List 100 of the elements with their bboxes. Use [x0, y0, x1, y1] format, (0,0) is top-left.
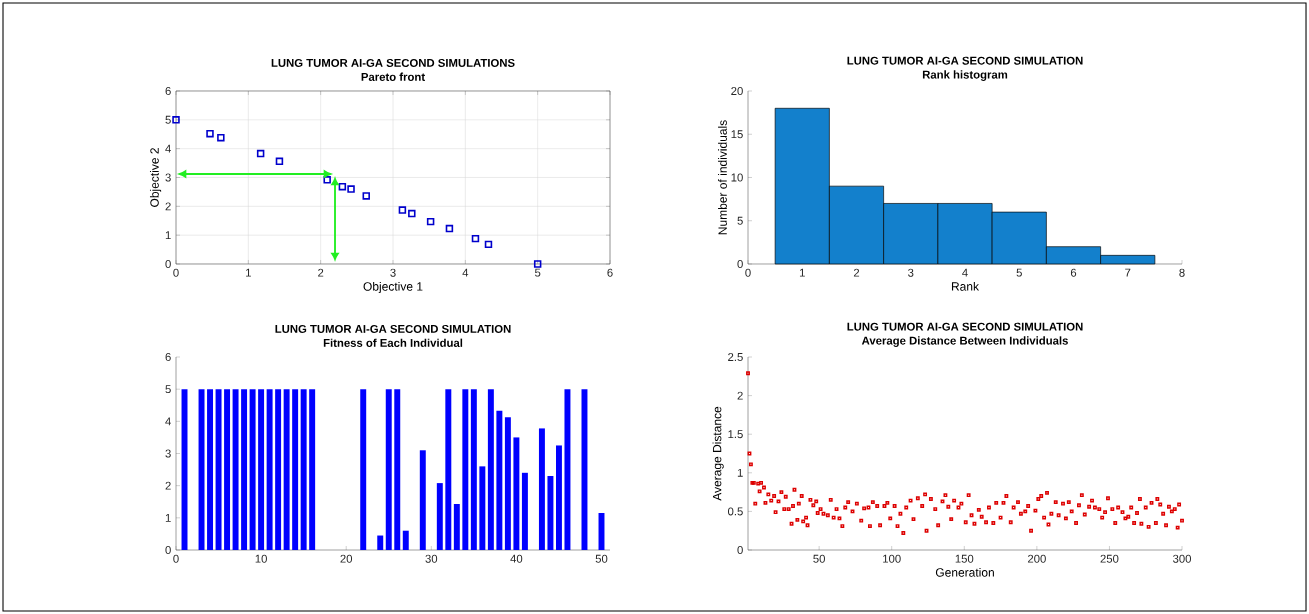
y-tick-label: 4 [165, 144, 171, 153]
y-tick-label: 15 [731, 130, 743, 139]
x-tick-label: 10 [255, 554, 267, 563]
x-tick-label: 8 [1179, 268, 1185, 277]
y-tick-label: 2.5 [728, 353, 743, 361]
bar [555, 445, 562, 550]
point [172, 116, 180, 124]
chart-title: LUNG TUMOR AI-GA SECOND SIMULATIONS [271, 58, 515, 67]
bar [547, 476, 554, 550]
point [323, 176, 331, 184]
y-tick-label: 1 [165, 231, 171, 240]
point [275, 157, 284, 166]
x-tick-label: 0 [745, 268, 751, 277]
x-tick-label: 5 [534, 268, 541, 277]
x-tick-label: 30 [425, 554, 438, 563]
point [533, 260, 542, 268]
bar [266, 389, 273, 550]
bar [309, 389, 316, 550]
y-tick-label: 0 [737, 546, 743, 555]
x-tick-label: 4 [962, 268, 968, 277]
bar [360, 389, 367, 550]
bar [241, 389, 248, 550]
bar [521, 472, 528, 550]
x-tick-label: 0 [173, 268, 179, 277]
bar [419, 450, 426, 550]
x-tick-label: 7 [1125, 268, 1131, 277]
bar [470, 389, 477, 550]
y-tick-label: 4 [165, 417, 171, 426]
point [347, 185, 355, 193]
chart-subtitle: Average Distance Between Individuals [861, 336, 1068, 347]
bar [300, 389, 307, 550]
x-tick-label: 250 [1100, 554, 1119, 563]
point [217, 133, 225, 142]
x-tick-label: 40 [510, 554, 523, 563]
x-tick-label: 100 [883, 554, 901, 563]
y-tick-label: 3 [165, 449, 171, 458]
bar [564, 389, 571, 550]
y-tick-label: 20 [731, 86, 743, 95]
bar [487, 389, 494, 550]
bar [445, 389, 452, 550]
x-tick-label: 300 [1173, 554, 1192, 563]
bar [496, 410, 503, 550]
bar [258, 389, 265, 550]
chart-subtitle: Pareto front [361, 72, 425, 81]
x-tick-label: 0 [173, 554, 179, 563]
y-axis-title: Objective 2 [149, 148, 162, 207]
bar [249, 389, 256, 550]
chart-title: LUNG TUMOR AI-GA SECOND SIMULATION [847, 56, 1083, 65]
x-tick-label: 50 [813, 554, 825, 563]
bar [283, 389, 290, 550]
x-tick-label: 50 [595, 554, 608, 563]
point [426, 217, 435, 226]
point [206, 129, 214, 138]
bar [402, 530, 409, 550]
bar [207, 389, 214, 550]
bar [215, 389, 222, 550]
x-tick-label: 1 [799, 268, 805, 277]
bar [198, 389, 205, 550]
y-tick-label: 6 [165, 86, 171, 95]
chart-title: LUNG TUMOR AI-GA SECOND SIMULATION [847, 322, 1083, 331]
bar [581, 389, 588, 550]
y-tick-label: 2 [165, 481, 171, 490]
bar [292, 389, 299, 550]
bar [504, 417, 511, 550]
chart-title: LUNG TUMOR AI-GA SECOND SIMULATION [275, 324, 511, 333]
point [362, 192, 370, 200]
point [256, 149, 265, 158]
point [408, 209, 416, 218]
point [338, 182, 347, 191]
y-tick-label: 10 [731, 173, 743, 182]
x-tick-label: 150 [955, 554, 974, 563]
y-tick-label: 5 [165, 115, 171, 124]
x-tick-label: 3 [390, 268, 396, 277]
bar [453, 504, 460, 550]
point [471, 234, 480, 243]
bar [538, 428, 545, 550]
y-tick-label: 5 [737, 216, 743, 225]
x-axis-title: Generation [935, 567, 994, 577]
point [398, 206, 407, 214]
y-tick-label: 6 [165, 353, 171, 362]
y-tick-label: 2 [737, 391, 743, 400]
y-tick-label: 2 [165, 202, 171, 211]
x-tick-label: 3 [908, 268, 914, 277]
x-tick-label: 5 [1016, 268, 1022, 277]
x-tick-label: 2 [318, 268, 324, 277]
y-tick-label: 0 [165, 546, 171, 555]
bar [513, 437, 520, 550]
point [484, 240, 493, 249]
y-axis-title: Number of individuals [718, 120, 727, 235]
y-tick-label: 1 [737, 468, 743, 477]
bar [436, 483, 443, 550]
x-axis-title: Rank [951, 281, 980, 291]
x-tick-label: 6 [607, 268, 613, 277]
y-tick-label: 0.5 [727, 507, 743, 516]
x-tick-label: 1 [246, 268, 251, 277]
bar [232, 389, 239, 550]
chart-subtitle: Rank histogram [922, 70, 1008, 81]
bar [394, 389, 401, 550]
bar [385, 389, 392, 550]
y-tick-label: 3 [165, 173, 171, 182]
